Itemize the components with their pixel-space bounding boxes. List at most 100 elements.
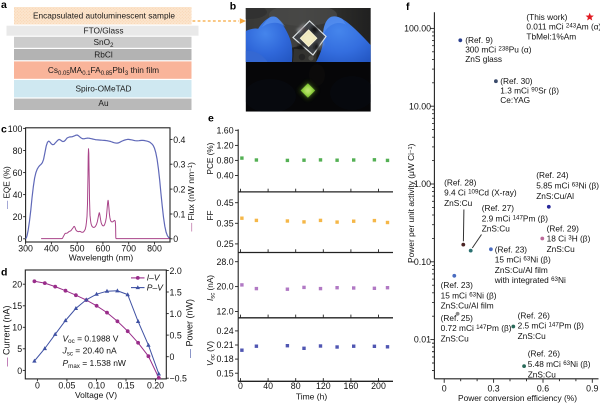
svg-text:Voc = 0.1988 V: Voc = 0.1988 V [63,333,119,345]
svg-text:(Ref. 25): (Ref. 25) [441,313,474,323]
svg-text:0.2: 0.2 [173,185,185,195]
svg-text:1.00: 1.00 [414,179,431,189]
svg-text:300 mCi 238Pu (α): 300 mCi 238Pu (α) [465,45,532,55]
svg-text:0: 0 [173,234,178,244]
svg-text:9.4 Ci 109Cd (X-ray): 9.4 Ci 109Cd (X-ray) [444,188,517,198]
svg-text:SnO2: SnO2 [94,37,115,49]
svg-text:0.4: 0.4 [173,135,185,145]
svg-text:0.35: 0.35 [216,218,233,228]
svg-text:ZnS:Cu: ZnS:Cu [444,198,473,208]
svg-text:60: 60 [13,168,23,178]
svg-text:TbMel:1%Am: TbMel:1%Am [526,31,576,41]
svg-text:800: 800 [147,244,162,254]
svg-text:0.21: 0.21 [216,340,233,350]
svg-text:700: 700 [121,244,136,254]
svg-text:600: 600 [96,244,111,254]
svg-text:(Ref. 29): (Ref. 29) [547,223,580,233]
svg-text:0.15: 0.15 [216,368,233,378]
svg-text:10: 10 [12,323,22,333]
svg-text:18 Ci 3H (β): 18 Ci 3H (β) [547,234,591,244]
svg-text:0: 0 [17,234,22,244]
svg-text:0.20: 0.20 [147,380,164,390]
svg-text:10.00: 10.00 [409,101,431,111]
svg-text:f: f [406,1,410,13]
svg-text:(Ref. 30): (Ref. 30) [500,76,533,86]
svg-text:Time (h): Time (h) [296,392,327,402]
svg-text:0.01: 0.01 [414,335,431,345]
svg-text:120: 120 [316,381,331,391]
svg-text:5: 5 [17,344,22,354]
svg-text:Cs0.05MA0.1FA0.85PbI3 thin fil: Cs0.05MA0.1FA0.85PbI3 thin film [48,65,159,77]
svg-text:ZnS:Cu/Al film: ZnS:Cu/Al film [495,265,548,275]
svg-text:I–V: I–V [147,273,161,283]
svg-text:— Current (nA): — Current (nA) [2,305,12,366]
svg-text:— Power (nW): — Power (nW) [185,299,195,358]
svg-text:P–V: P–V [147,282,164,292]
svg-text:−0.5: −0.5 [170,374,187,384]
svg-text:100.00: 100.00 [404,24,431,34]
svg-text:d: d [1,267,7,279]
svg-text:Voltage (V): Voltage (V) [75,390,117,400]
svg-text:1.0: 1.0 [170,309,182,319]
svg-text:0.10: 0.10 [88,380,105,390]
svg-text:0.05: 0.05 [58,380,75,390]
svg-text:ZnS:Cu/Al: ZnS:Cu/Al [536,191,574,201]
svg-text:0: 0 [35,380,40,390]
svg-text:Power per unit activity (μW Ci: Power per unit activity (μW Ci−1) [406,143,416,263]
svg-text:20: 20 [12,280,22,290]
svg-text:Power conversion efficiency (%: Power conversion efficiency (%) [458,393,577,403]
svg-text:100: 100 [8,124,23,134]
svg-text:0.40: 0.40 [216,171,233,181]
svg-text:0.72 mCi 147Pm (β): 0.72 mCi 147Pm (β) [441,323,512,333]
svg-text:Spiro-OMeTAD: Spiro-OMeTAD [75,84,131,94]
svg-text:(Ref. 23): (Ref. 23) [495,244,528,254]
svg-text:15: 15 [12,301,22,311]
svg-text:40: 40 [263,381,273,391]
svg-text:0.5: 0.5 [170,331,182,341]
svg-text:FTO/Glass: FTO/Glass [84,26,124,36]
svg-text:0.18: 0.18 [216,354,233,364]
svg-text:80: 80 [13,146,23,156]
svg-text:0.10: 0.10 [414,257,431,267]
svg-text:(Ref. 26): (Ref. 26) [528,349,561,359]
svg-text:300: 300 [18,244,33,254]
svg-text:0: 0 [17,366,22,376]
svg-text:15 mCi 63Ni (β): 15 mCi 63Ni (β) [495,255,551,265]
svg-text:Au: Au [98,98,109,108]
svg-text:(Ref. 24): (Ref. 24) [536,170,569,180]
svg-text:1.20: 1.20 [216,141,233,151]
svg-text:ZnS:Cu: ZnS:Cu [518,331,547,341]
svg-text:1.60: 1.60 [216,125,233,135]
svg-text:c: c [1,124,7,136]
svg-text:160: 160 [344,381,359,391]
svg-text:with integrated 63Ni: with integrated 63Ni [494,275,566,285]
svg-text:0.25: 0.25 [216,239,233,249]
svg-text:e: e [208,113,214,125]
svg-text:Ce:YAG: Ce:YAG [500,95,530,105]
svg-text:ZnS:Cu: ZnS:Cu [528,369,557,379]
svg-text:(Ref. 9): (Ref. 9) [465,35,493,45]
svg-text:1.3 mCi 90Sr (β): 1.3 mCi 90Sr (β) [500,85,559,95]
svg-text:0.45: 0.45 [216,198,233,208]
svg-text:28.0: 28.0 [216,257,233,267]
svg-text:PCE (%): PCE (%) [206,142,215,174]
svg-text:1.5: 1.5 [170,287,182,297]
svg-text:0.9: 0.9 [586,384,598,394]
svg-text:Wavelength (nm): Wavelength (nm) [69,252,134,262]
svg-text:ZnS:Cu: ZnS:Cu [441,333,470,343]
svg-text:20: 20 [13,212,23,222]
svg-text:(Ref. 27): (Ref. 27) [482,203,515,213]
svg-text:2.9 mCi 147Pm (β): 2.9 mCi 147Pm (β) [482,213,549,223]
svg-text:2.5 mCi 147Pm (β): 2.5 mCi 147Pm (β) [518,321,585,331]
svg-text:0.1: 0.1 [173,209,185,219]
svg-text:12.0: 12.0 [216,307,233,317]
svg-text:400: 400 [44,244,59,254]
svg-text:(Ref. 26): (Ref. 26) [518,310,551,320]
svg-text:0: 0 [238,381,243,391]
svg-text:0.15: 0.15 [117,380,134,390]
svg-text:Encapsulated autoluminescent s: Encapsulated autoluminescent sample [33,11,175,21]
svg-text:ZnS glass: ZnS glass [465,54,502,64]
svg-text:ZnS:Cu/Al film: ZnS:Cu/Al film [441,301,494,311]
svg-text:Pmax = 1.538 nW: Pmax = 1.538 nW [63,358,126,370]
svg-text:80: 80 [291,381,301,391]
